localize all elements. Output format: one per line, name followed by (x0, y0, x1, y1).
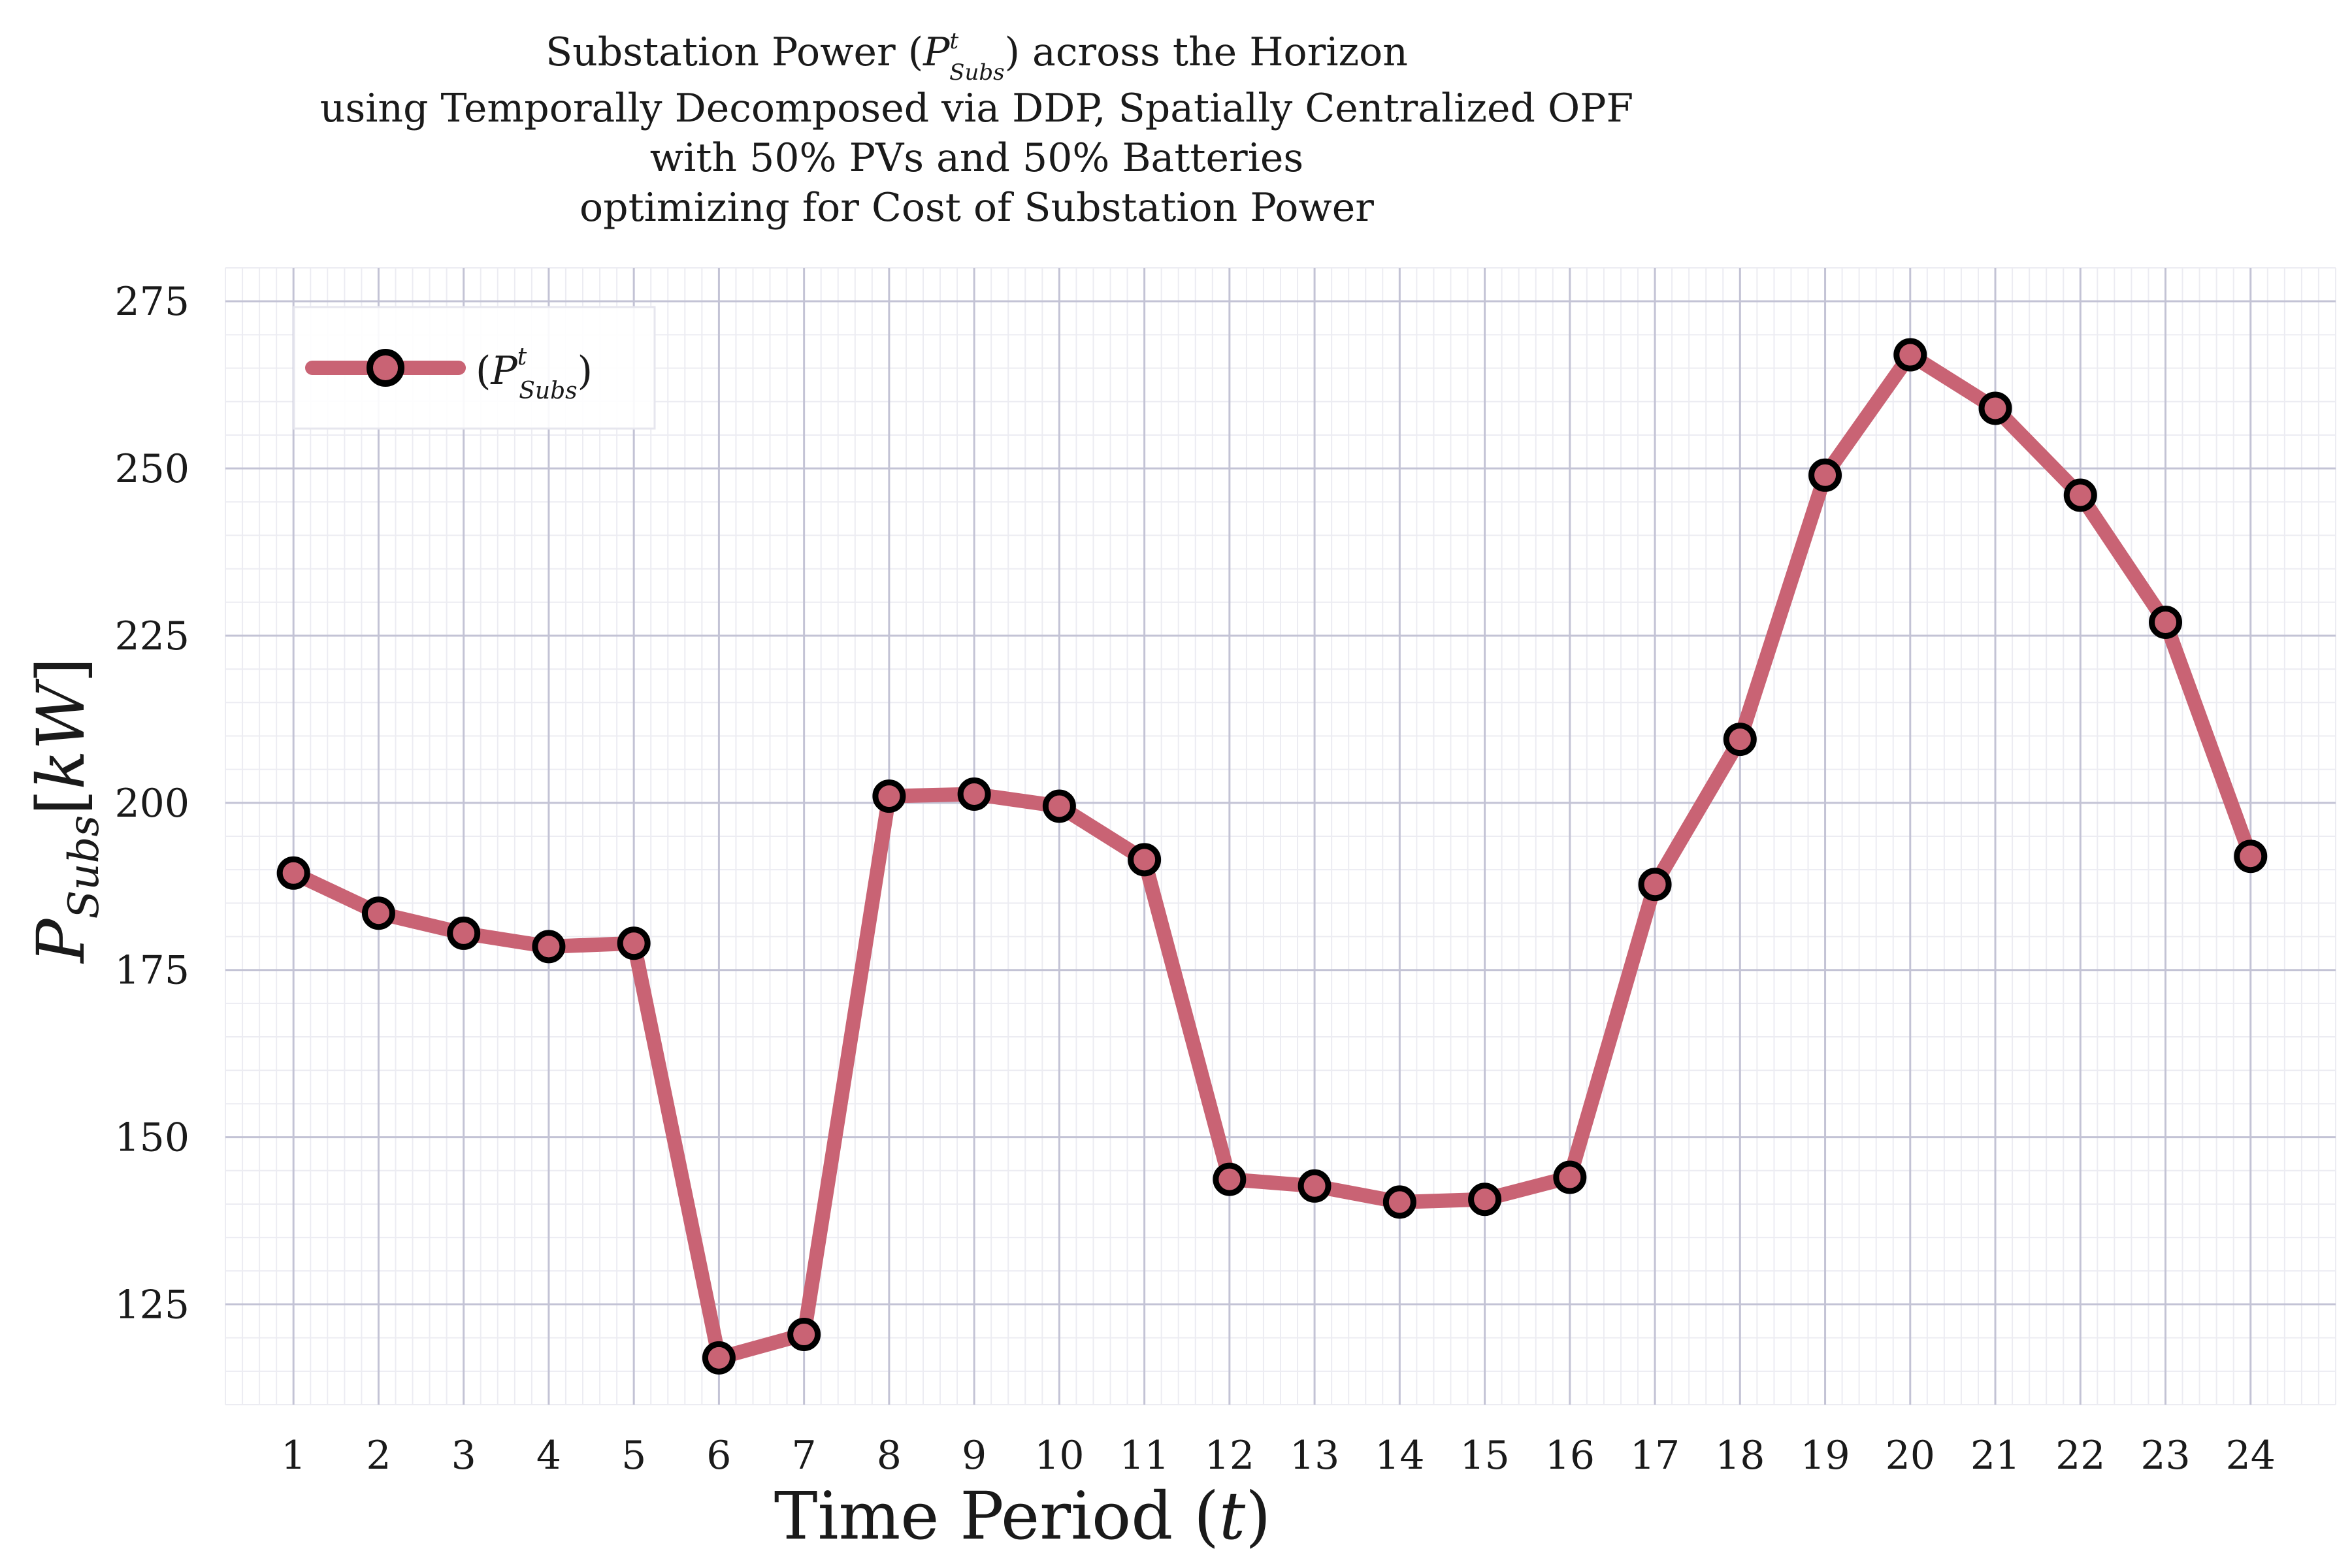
data-point (1042, 789, 1076, 823)
title-line-1-suffix: ) across the Horizon (1005, 29, 1408, 75)
data-point (2063, 478, 2097, 512)
data-point (702, 1341, 736, 1375)
x-tick-label: 13 (1290, 1433, 1339, 1478)
x-axis-title-text: Time Period (774, 1478, 1173, 1554)
data-point (787, 1318, 821, 1352)
x-tick-label: 20 (1886, 1433, 1935, 1478)
data-point (532, 930, 566, 964)
y-tick-label: 250 (114, 446, 189, 492)
x-tick-label: 16 (1545, 1433, 1595, 1478)
data-point (1298, 1169, 1331, 1203)
data-point (1382, 1185, 1416, 1219)
data-point (1638, 868, 1672, 902)
x-tick-label: 19 (1800, 1433, 1850, 1478)
data-point (361, 896, 395, 930)
y-axis-symbol: P (23, 918, 99, 964)
legend-symbol: P (490, 348, 518, 394)
legend-label: (Pt Subs) (476, 344, 593, 404)
y-tick-label: 275 (114, 279, 189, 325)
major-grid (225, 268, 2336, 1405)
data-point (1468, 1183, 1502, 1217)
legend-superscript: t (517, 344, 527, 370)
y-tick-label: 175 (114, 948, 189, 994)
series-layer (276, 338, 2268, 1375)
x-axis-var: t (1219, 1478, 1246, 1554)
title-line-2: using Temporally Decomposed via DDP, Spa… (320, 86, 1633, 131)
y-tick-label: 200 (114, 781, 189, 826)
data-point (617, 926, 651, 960)
x-tick-label: 23 (2140, 1433, 2190, 1478)
x-tick-label: 9 (962, 1433, 987, 1478)
x-tick-label: 21 (1970, 1433, 2020, 1478)
x-tick-label: 4 (536, 1433, 561, 1478)
y-tick-label: 125 (114, 1282, 189, 1328)
data-point (1723, 723, 1757, 757)
data-point (872, 779, 906, 813)
x-tick-label: 8 (877, 1433, 902, 1478)
data-point (1893, 338, 1927, 372)
y-tick-label: 225 (114, 613, 189, 659)
x-tick-label: 11 (1119, 1433, 1169, 1478)
x-tick-label: 1 (281, 1433, 306, 1478)
title-subscript: Subs (949, 59, 1004, 86)
y-axis-unit: kW (23, 678, 99, 790)
x-tick-label: 22 (2055, 1433, 2105, 1478)
data-point (447, 916, 481, 950)
y-axis-ticks: 125 150 175 200 225 250 275 (114, 279, 189, 1328)
data-point (1213, 1162, 1247, 1196)
title-line-4: optimizing for Cost of Substation Power (580, 185, 1374, 231)
x-tick-label: 12 (1205, 1433, 1254, 1478)
x-tick-label: 10 (1034, 1433, 1084, 1478)
x-tick-label: 6 (706, 1433, 731, 1478)
legend-subscript: Subs (519, 378, 577, 404)
y-axis-title: PSubs[kW] (23, 657, 108, 964)
x-tick-label: 3 (451, 1433, 476, 1478)
y-axis-open-bracket: [ (23, 790, 99, 815)
data-point (1553, 1160, 1587, 1194)
data-point (276, 856, 310, 890)
chart-title: Substation Power (Pt Subs) across the Hor… (320, 28, 1633, 231)
x-tick-label: 18 (1715, 1433, 1765, 1478)
title-line-1: Substation Power (Pt Subs) across the Hor… (546, 28, 1408, 86)
x-tick-label: 17 (1630, 1433, 1680, 1478)
x-axis-open-paren: ( (1173, 1478, 1219, 1554)
data-point (1978, 391, 2012, 425)
legend-marker-sample (367, 349, 404, 387)
x-tick-label: 5 (621, 1433, 646, 1478)
y-tick-label: 150 (114, 1115, 189, 1161)
data-point (2149, 605, 2183, 639)
x-axis-title: Time Period (t) (774, 1478, 1271, 1554)
x-axis-ticks: 1 2 3 4 5 6 7 8 9 10 11 12 13 14 15 16 17 18 19 20 21 22 23 24 (281, 1433, 2276, 1478)
x-axis-close-paren: ) (1245, 1478, 1271, 1554)
data-point (1128, 843, 1162, 877)
title-symbol: P (923, 29, 951, 75)
x-tick-label: 24 (2226, 1433, 2276, 1478)
x-tick-label: 2 (366, 1433, 391, 1478)
data-point (2234, 840, 2268, 874)
data-point (957, 777, 991, 811)
x-tick-label: 7 (792, 1433, 817, 1478)
title-line-3: with 50% PVs and 50% Batteries (650, 135, 1303, 181)
x-tick-label: 15 (1460, 1433, 1509, 1478)
data-point (1808, 458, 1842, 492)
y-axis-subscript: Subs (60, 815, 108, 919)
y-axis-close-bracket: ] (23, 657, 99, 683)
legend: (Pt Subs) (293, 306, 656, 430)
x-tick-label: 14 (1375, 1433, 1424, 1478)
svg-text:PSubs[kW]: PSubs[kW] (23, 657, 108, 964)
title-superscript: t (950, 28, 959, 54)
title-line-1-prefix: Substation Power ( (546, 29, 923, 75)
